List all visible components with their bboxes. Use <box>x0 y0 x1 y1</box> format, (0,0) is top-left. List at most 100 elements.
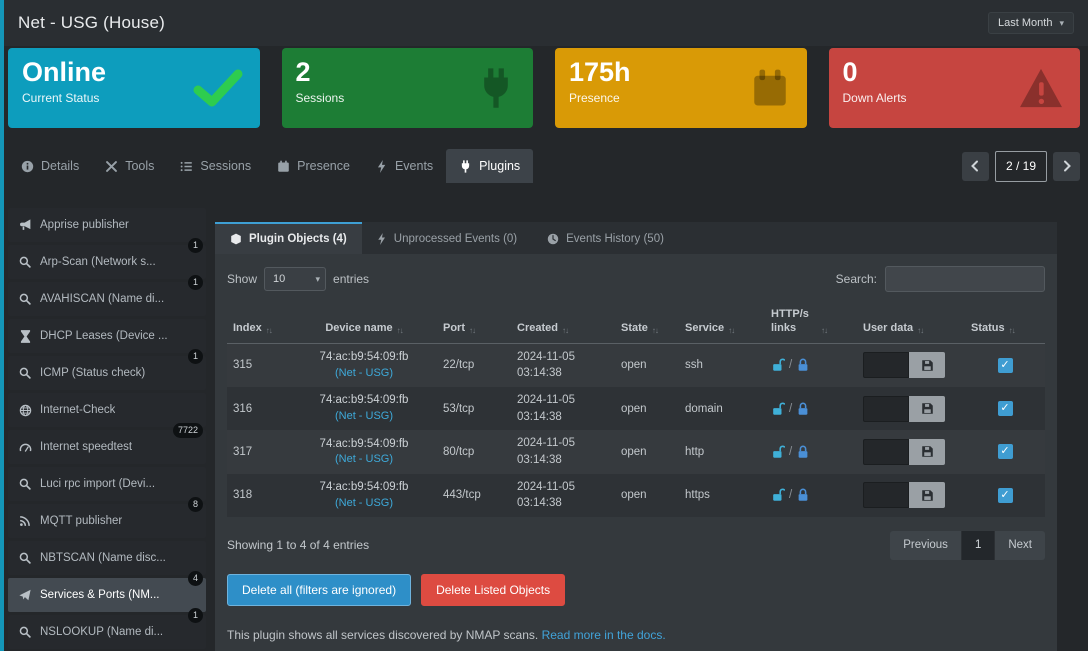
sidebar-item-label: Internet speedtest <box>40 441 133 453</box>
cell-index: 317 <box>233 445 253 458</box>
sidebar-item-services-ports[interactable]: Services & Ports (NM... 4 <box>8 571 206 612</box>
plugin-content-panel: Plugin Objects (4) Unprocessed Events (0… <box>215 222 1057 651</box>
sidebar-item-dhcp-leases[interactable]: DHCP Leases (Device ... <box>8 319 206 353</box>
sidebar-item-nslookup[interactable]: NSLOOKUP (Name di... 1 <box>8 608 206 649</box>
status-checkbox[interactable]: ✓ <box>997 401 1013 417</box>
card-value: 2 <box>295 57 311 87</box>
table-controls: Show 10 ▾ entries Search: <box>215 254 1057 300</box>
delete-listed-button[interactable]: Delete Listed Objects <box>421 573 566 606</box>
user-data-input[interactable] <box>863 482 909 509</box>
unlock-icon[interactable] <box>771 488 785 502</box>
table-footer: Showing 1 to 4 of 4 entries Previous 1 N… <box>215 517 1057 570</box>
tab-events[interactable]: Events <box>363 149 446 183</box>
column-header-device-name[interactable]: Device name ↑↓ <box>325 321 403 335</box>
delete-all-button[interactable]: Delete all (filters are ignored) <box>227 573 412 606</box>
lock-icon[interactable] <box>796 445 810 459</box>
column-header-http-links[interactable]: HTTP/s links ↑↓ <box>771 308 828 335</box>
subtab-events-history[interactable]: Events History (50) <box>532 222 679 254</box>
lock-icon[interactable] <box>796 402 810 416</box>
prev-device-button[interactable] <box>961 151 989 181</box>
cell-created: 2024-11-05 03:14:38 <box>517 350 575 380</box>
sidebar-item-luci[interactable]: Luci rpc import (Devi... <box>8 467 206 501</box>
cell-state: open <box>621 445 647 458</box>
next-device-button[interactable] <box>1053 151 1080 181</box>
column-header-user-data[interactable]: User data ↑↓ <box>863 321 924 335</box>
cell-port: 22/tcp <box>443 359 475 372</box>
sidebar-item-apprise[interactable]: Apprise publisher <box>8 208 206 242</box>
lock-icon[interactable] <box>796 488 810 502</box>
tab-tools[interactable]: Tools <box>92 149 167 183</box>
cell-service: ssh <box>685 359 703 372</box>
search-icon <box>18 293 32 305</box>
sidebar-item-internet-check[interactable]: Internet-Check <box>8 393 206 427</box>
card-label: Down Alerts <box>842 91 907 106</box>
table-row: 315 74:ac:b9:54:09:fb (Net - USG) 22/tcp… <box>227 343 1045 387</box>
tab-presence[interactable]: Presence <box>264 149 363 183</box>
next-page-button[interactable]: Next <box>995 530 1045 560</box>
sidebar-item-arpscan[interactable]: Arp-Scan (Network s... 1 <box>8 238 206 279</box>
status-cards: Online Current Status 2 Sessions 175h Pr… <box>8 48 1080 128</box>
cell-device-name: 74:ac:b9:54:09:fb (Net - USG) <box>291 431 437 474</box>
unlock-icon[interactable] <box>771 402 785 416</box>
sidebar-item-nbtscan[interactable]: NBTSCAN (Name disc... <box>8 541 206 575</box>
cell-device-name: 74:ac:b9:54:09:fb (Net - USG) <box>291 387 437 430</box>
column-header-port[interactable]: Port ↑↓ <box>443 321 476 335</box>
user-data-input[interactable] <box>863 395 909 422</box>
save-button[interactable] <box>909 482 945 509</box>
save-button[interactable] <box>909 395 945 422</box>
sidebar-item-speedtest[interactable]: Internet speedtest 7722 <box>8 423 206 464</box>
column-header-service[interactable]: Service ↑↓ <box>685 321 735 335</box>
period-selector[interactable]: Last Month ▾ <box>988 12 1074 34</box>
column-header-status[interactable]: Status ↑↓ <box>971 321 1016 335</box>
column-header-created[interactable]: Created ↑↓ <box>517 321 569 335</box>
save-button[interactable] <box>909 352 945 379</box>
subtab-plugin-objects[interactable]: Plugin Objects (4) <box>215 222 362 254</box>
device-link[interactable]: (Net - USG) <box>334 366 394 379</box>
tab-plugins[interactable]: Plugins <box>446 149 534 183</box>
plugin-sidebar: Apprise publisher Arp-Scan (Network s...… <box>8 208 206 651</box>
cell-service: https <box>685 489 710 502</box>
column-header-index[interactable]: Index ↑↓ <box>233 321 273 335</box>
cell-index: 316 <box>233 402 253 415</box>
subtab-unprocessed-events[interactable]: Unprocessed Events (0) <box>362 222 532 254</box>
lock-icon[interactable] <box>796 358 810 372</box>
device-pager: 2 / 19 <box>994 150 1047 182</box>
status-checkbox[interactable]: ✓ <box>997 357 1013 373</box>
cell-user-data <box>857 477 965 513</box>
status-checkbox[interactable]: ✓ <box>997 444 1013 460</box>
user-data-input[interactable] <box>863 352 909 379</box>
page-size-select[interactable]: 10 <box>264 267 327 291</box>
cell-status: ✓ <box>965 439 1045 464</box>
tab-details[interactable]: Details <box>8 149 92 183</box>
page-number-button[interactable]: 1 <box>961 530 996 560</box>
device-link[interactable]: (Net - USG) <box>334 453 394 466</box>
user-data-input[interactable] <box>863 438 909 465</box>
save-button[interactable] <box>909 438 945 465</box>
sidebar-item-mqtt[interactable]: MQTT publisher 8 <box>8 497 206 538</box>
sidebar-item-icmp[interactable]: ICMP (Status check) 1 <box>8 349 206 390</box>
cell-port: 80/tcp <box>443 445 475 458</box>
bolt-icon <box>377 233 387 245</box>
tab-sessions[interactable]: Sessions <box>167 149 264 183</box>
sidebar-item-label: Arp-Scan (Network s... <box>40 256 156 268</box>
card-label: Presence <box>569 91 620 106</box>
status-checkbox[interactable]: ✓ <box>997 487 1013 503</box>
column-header-state[interactable]: State ↑↓ <box>621 321 659 335</box>
device-link[interactable]: (Net - USG) <box>334 496 394 509</box>
previous-page-button[interactable]: Previous <box>890 530 962 560</box>
docs-link[interactable]: Read more in the docs. <box>541 627 666 642</box>
sidebar-item-label: ICMP (Status check) <box>40 367 146 379</box>
chevron-down-icon: ▾ <box>1059 17 1064 28</box>
card-value: Online <box>22 57 107 87</box>
sort-icon: ↑↓ <box>651 325 659 335</box>
unlock-icon[interactable] <box>771 358 785 372</box>
unlock-icon[interactable] <box>771 445 785 459</box>
page-title: Net - USG (House) <box>18 13 165 32</box>
device-link[interactable]: (Net - USG) <box>334 409 394 422</box>
sidebar-item-avahiscan[interactable]: AVAHISCAN (Name di... 1 <box>8 275 206 316</box>
search-input[interactable] <box>885 266 1045 292</box>
table-row: 317 74:ac:b9:54:09:fb (Net - USG) 80/tcp… <box>227 430 1045 474</box>
item-badge: 1 <box>187 238 203 253</box>
cell-device-name: 74:ac:b9:54:09:fb (Net - USG) <box>291 474 437 517</box>
plugin-subtabs: Plugin Objects (4) Unprocessed Events (0… <box>215 222 1057 254</box>
